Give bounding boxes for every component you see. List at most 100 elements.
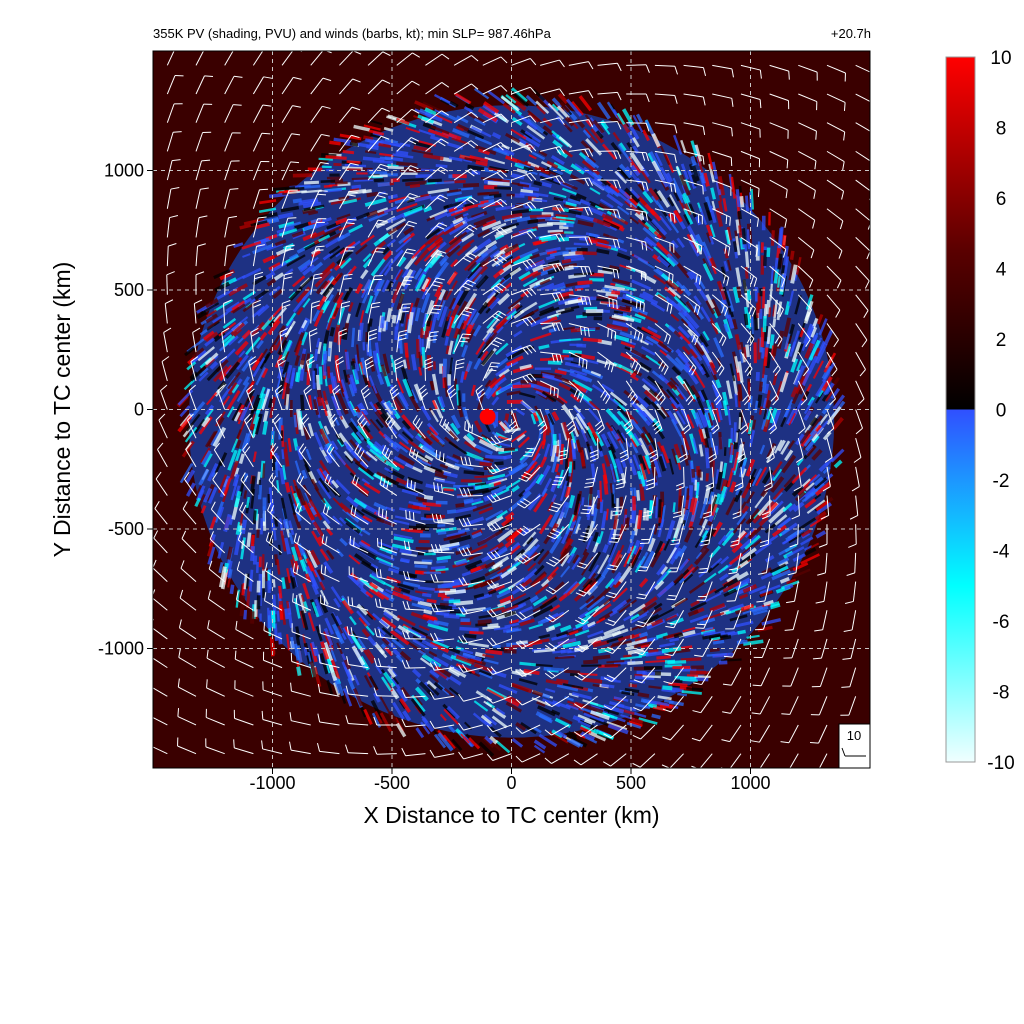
wind-barb: [350, 505, 369, 525]
wind-barb: [252, 132, 271, 152]
wind-barb: [482, 142, 508, 152]
wind-barb: [364, 356, 374, 381]
wind-barb: [208, 560, 226, 582]
wind-barb: [665, 610, 685, 629]
wind-barb: [308, 328, 318, 353]
wind-barb: [373, 716, 397, 726]
wind-barb: [263, 621, 283, 640]
wind-barb: [723, 638, 742, 658]
wind-barb: [396, 137, 420, 152]
wind-barb: [224, 188, 239, 209]
wind-barb: [683, 208, 703, 225]
wind-barb: [597, 208, 621, 219]
wind-barb: [580, 495, 598, 515]
wind-barb: [740, 179, 760, 198]
wind-barb: [511, 144, 537, 153]
wind-barb: [339, 106, 361, 124]
wind-barb: [396, 192, 418, 210]
wind-barb: [453, 111, 479, 124]
wind-barb: [568, 148, 594, 158]
wind-barb: [712, 122, 733, 137]
wind-barb: [195, 187, 209, 209]
wind-barb: [403, 570, 426, 583]
wind-barb: [516, 495, 541, 509]
wind-barb: [634, 638, 656, 656]
wind-barb: [338, 246, 355, 267]
wind-barb: [666, 581, 685, 601]
wind-barb: [626, 179, 649, 191]
wind-barb: [637, 552, 656, 572]
wind-barb: [310, 245, 325, 267]
wind-barb: [798, 122, 817, 140]
wind-barb: [750, 724, 771, 743]
wind-barb: [396, 276, 414, 295]
wind-barb: [789, 524, 799, 548]
wind-barb: [822, 466, 831, 492]
wind-barb: [475, 384, 486, 410]
wind-barb: [635, 609, 656, 628]
wind-barb: [486, 521, 512, 532]
wind-barb: [623, 409, 634, 435]
wind-barb: [820, 495, 830, 520]
wind-barb: [711, 351, 725, 376]
wind-barb: [453, 83, 479, 95]
wind-barb: [683, 122, 706, 135]
wind-barb: [753, 638, 771, 659]
wind-barb: [345, 715, 369, 726]
wind-barb: [262, 681, 283, 697]
wind-barb: [769, 237, 787, 258]
wind-barb: [740, 150, 761, 168]
wind-barb: [826, 122, 846, 141]
wind-barb: [632, 724, 656, 740]
wind-barb: [349, 535, 369, 554]
wind-barb: [783, 638, 799, 659]
wind-barb: [458, 664, 483, 673]
wind-barb: [402, 600, 426, 611]
wind-barb: [425, 194, 448, 210]
wind-barb: [855, 64, 870, 73]
wind-barb: [357, 414, 369, 439]
wind-barb: [396, 108, 420, 124]
wind-barb: [705, 466, 715, 491]
wind-barb: [160, 384, 168, 410]
wind-barb: [740, 380, 751, 406]
wind-barb: [654, 122, 678, 134]
wind-barb: [511, 201, 537, 211]
wind-barb: [389, 384, 400, 410]
colorbar-tick-label: -10: [987, 753, 1014, 774]
wind-barb: [597, 150, 622, 160]
wind-barb: [224, 51, 234, 66]
wind-barb: [683, 64, 707, 77]
wind-barb: [338, 273, 353, 295]
wind-barb: [219, 356, 228, 381]
wind-barb: [329, 413, 340, 439]
wind-barb: [270, 443, 283, 468]
wind-barb: [459, 487, 483, 497]
wind-barb: [711, 294, 729, 316]
wind-barb: [166, 51, 175, 66]
wind-barb: [695, 610, 713, 629]
wind-barb: [603, 667, 627, 682]
wind-barb: [332, 384, 341, 410]
wind-barb: [224, 215, 237, 238]
wind-barb: [303, 384, 313, 410]
wind-barb: [306, 356, 315, 381]
wind-barb: [540, 292, 565, 302]
wind-barb: [758, 552, 771, 575]
wind-barb: [153, 716, 168, 726]
wind-barb: [402, 630, 426, 640]
wind-barb: [540, 88, 565, 97]
center-pv-max: [479, 408, 496, 425]
wind-barb: [811, 667, 828, 688]
colorbar-tick-label: 8: [996, 119, 1007, 140]
wind-barb: [425, 138, 449, 152]
wind-barb: [511, 258, 537, 269]
wind-barb: [367, 328, 377, 353]
wind-barb: [812, 638, 828, 660]
wind-barb: [576, 552, 598, 569]
wind-barb: [405, 509, 426, 525]
wind-barb: [235, 620, 254, 640]
wind-barb: [826, 323, 839, 348]
wind-barb: [464, 421, 484, 439]
wind-barb: [346, 656, 369, 669]
